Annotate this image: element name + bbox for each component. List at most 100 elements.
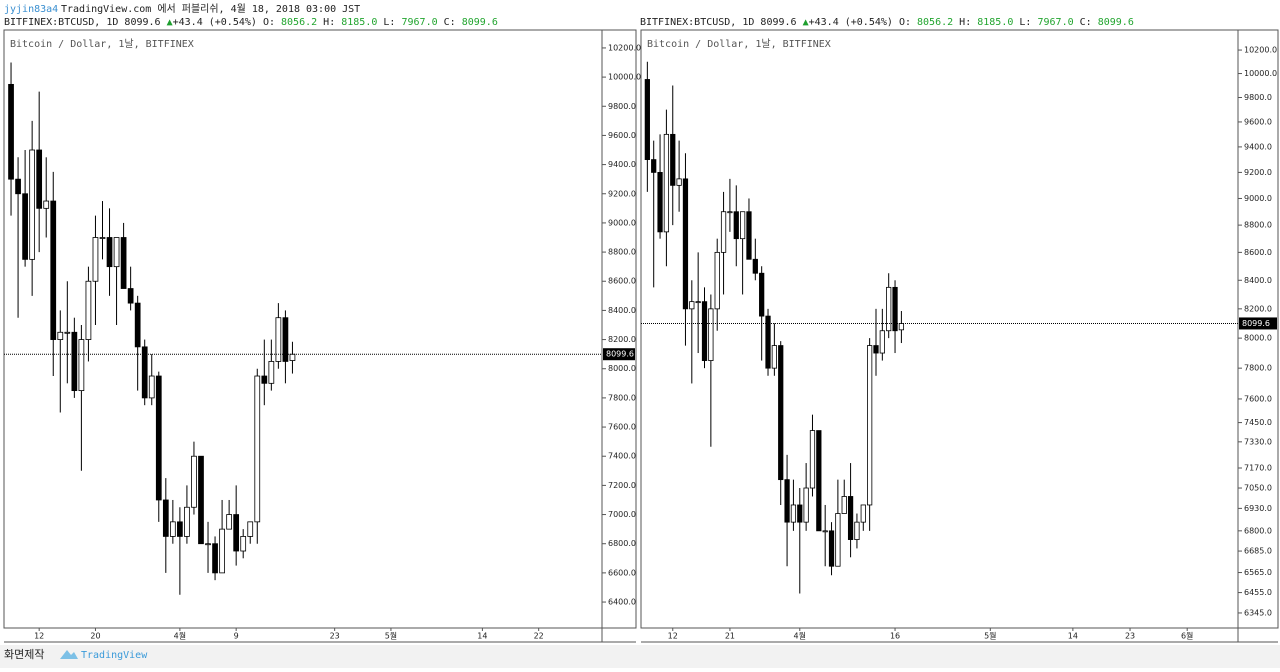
candle-body: [720, 211, 727, 253]
x-tick-label: 9: [234, 632, 239, 641]
candle-body: [803, 487, 809, 523]
y-tick-label: 8200.0: [1244, 304, 1272, 313]
author: jyjin83a4: [4, 4, 58, 15]
y-tick-label: 7170.0: [1244, 464, 1272, 473]
x-tick-label: 21: [725, 632, 735, 641]
legend-o: 8056.2: [281, 17, 317, 28]
legend-l-label: L:: [1019, 17, 1031, 28]
candle-body: [289, 353, 296, 361]
candle-body: [198, 455, 204, 545]
candle-body: [816, 430, 822, 532]
candle-body: [162, 499, 169, 537]
candle-body: [268, 361, 275, 384]
footer-brand[interactable]: TradingView: [81, 650, 148, 661]
y-tick-label: 9200.0: [1244, 168, 1272, 177]
tradingview-logo: [60, 650, 78, 659]
candle-body: [113, 237, 120, 268]
candle-body: [127, 288, 134, 304]
candle-body: [233, 514, 240, 552]
last-price-box: [1239, 317, 1277, 330]
x-tick-label: 14: [477, 632, 487, 641]
up-arrow: ▲: [803, 17, 809, 28]
y-tick-label: 10000.0: [608, 73, 641, 82]
candle-body: [892, 286, 898, 332]
last-price-label: 8099.6: [606, 350, 634, 359]
y-tick-label: 6345.0: [1244, 608, 1272, 617]
candle-body: [22, 193, 28, 260]
y-tick-label: 6800.0: [1244, 526, 1272, 535]
candle-body: [822, 530, 828, 533]
y-tick-label: 6455.0: [1244, 588, 1272, 597]
x-tick-label: 6월: [1181, 631, 1193, 641]
legend-last: 8099.6: [760, 17, 796, 28]
candle-body: [651, 159, 657, 173]
legend-change: +43.4 (+0.54%): [809, 17, 893, 28]
candle-body: [141, 346, 148, 399]
y-tick-label: 8800.0: [608, 248, 636, 257]
candle-body: [226, 514, 232, 530]
candle-body: [860, 504, 866, 523]
y-tick-label: 9000.0: [608, 218, 636, 227]
candle-body: [841, 496, 847, 514]
candle-body: [828, 530, 835, 567]
candle-body: [99, 237, 106, 239]
footer-caption: 화면제작: [4, 648, 44, 661]
y-tick-label: 7450.0: [1244, 418, 1272, 427]
y-tick-label: 8400.0: [1244, 276, 1272, 285]
candle-body: [43, 200, 50, 209]
candle-body: [759, 272, 765, 317]
candle-body: [148, 375, 155, 399]
y-tick-label: 8600.0: [608, 277, 636, 286]
candle-body: [275, 317, 282, 362]
x-tick-label: 22: [534, 632, 544, 641]
candle-body: [784, 479, 790, 523]
x-tick-label: 5월: [385, 631, 397, 641]
legend-o: 8056.2: [917, 17, 953, 28]
candle-body: [790, 504, 797, 523]
y-tick-label: 6600.0: [608, 568, 636, 577]
candle-body: [797, 504, 803, 523]
candle-body: [134, 302, 141, 348]
x-tick-label: 23: [1125, 632, 1135, 641]
candle-body: [191, 455, 197, 508]
candle-body: [92, 237, 99, 282]
y-tick-label: 8000.0: [608, 364, 636, 373]
candle-body: [714, 251, 720, 310]
candle-body: [739, 211, 746, 240]
candle-body: [184, 506, 190, 537]
candle-body: [64, 331, 71, 334]
candle-body: [873, 345, 879, 354]
x-tick-label: 16: [890, 632, 900, 641]
candle-body: [177, 521, 183, 537]
y-tick-label: 10000.0: [1244, 69, 1277, 78]
candle-body: [247, 521, 254, 537]
y-tick-label: 7800.0: [608, 393, 636, 402]
legend: BITFINEX:BTCUSD, 1D 8099.6 ▲+43.4 (+0.54…: [4, 17, 498, 28]
candle-body: [854, 521, 860, 540]
candle-body: [733, 211, 739, 240]
y-tick-label: 8200.0: [608, 335, 636, 344]
y-tick-label: 6400.0: [608, 598, 636, 607]
candle-body: [57, 331, 64, 340]
candle-body: [282, 317, 289, 362]
candle-body: [254, 375, 261, 523]
legend-change: +43.4 (+0.54%): [173, 17, 257, 28]
plot-frame: [640, 29, 1279, 629]
candle-body: [727, 211, 733, 214]
chart-subtitle: Bitcoin / Dollar, 1날, BITFINEX: [647, 38, 831, 50]
y-tick-label: 8800.0: [1244, 221, 1272, 230]
legend-l: 7967.0: [401, 17, 437, 28]
x-tick-label: 12: [34, 632, 44, 641]
legend-c-label: C:: [444, 17, 456, 28]
last-price-box: [603, 348, 635, 361]
candle-body: [240, 536, 247, 552]
legend-symbol: BITFINEX:BTCUSD, 1D: [640, 17, 754, 28]
candle-body: [657, 172, 663, 233]
y-tick-label: 6685.0: [1244, 547, 1272, 556]
y-tick-label: 9400.0: [608, 160, 636, 169]
x-tick-label: 23: [330, 632, 340, 641]
candle-body: [886, 286, 892, 332]
y-tick-label: 7200.0: [608, 481, 636, 490]
candle-body: [169, 521, 176, 537]
